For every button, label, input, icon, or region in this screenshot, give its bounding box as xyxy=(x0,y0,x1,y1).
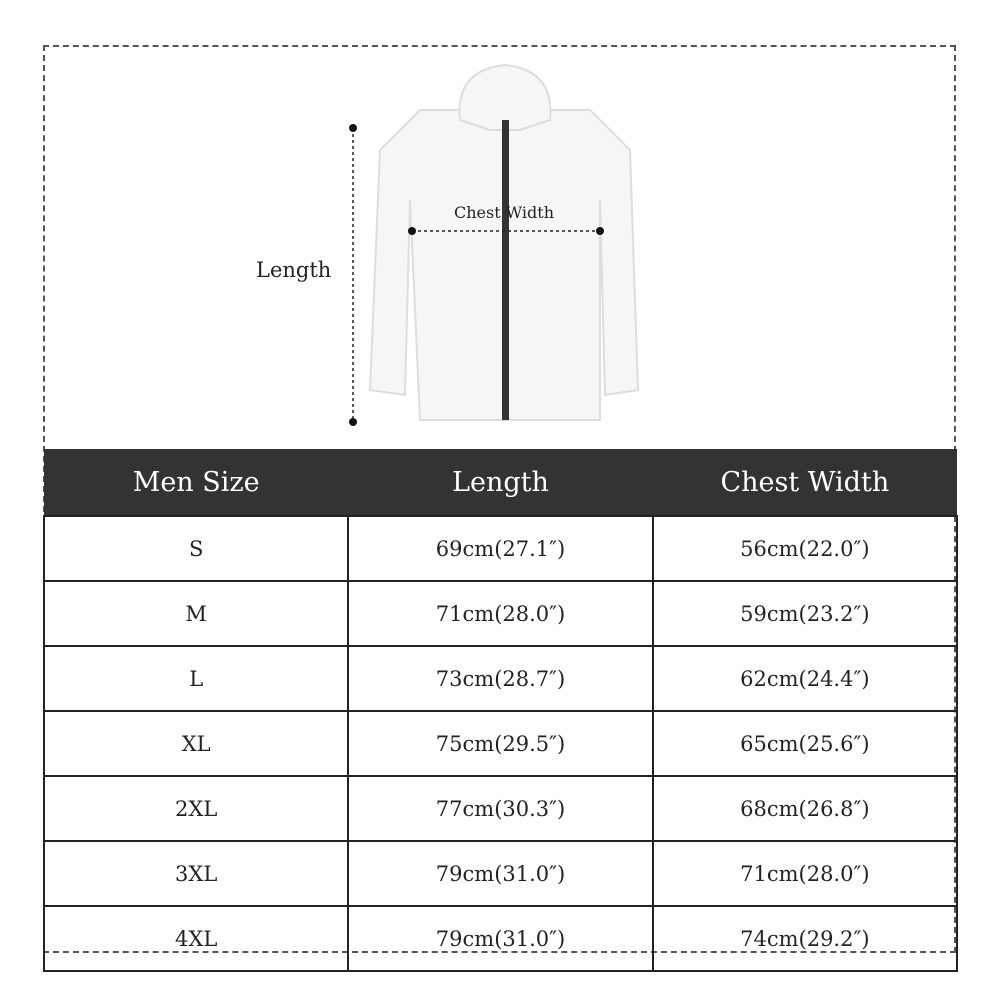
chest-cell: 74cm(29.2″) xyxy=(651,905,959,972)
length-cell: 79cm(31.0″) xyxy=(347,905,654,972)
hoodie-image xyxy=(349,63,640,426)
table-header: Men Size Length Chest Width xyxy=(44,449,957,516)
size-cell: 2XL xyxy=(42,775,350,842)
length-label: Length xyxy=(256,258,332,282)
size-cell: L xyxy=(42,645,350,712)
table-row: 2XL 77cm(30.3″) 68cm(26.8″) xyxy=(42,775,959,842)
length-cell: 75cm(29.5″) xyxy=(347,710,654,777)
chest-cell: 71cm(28.0″) xyxy=(651,840,959,907)
chest-cell: 68cm(26.8″) xyxy=(651,775,959,842)
chest-cell: 59cm(23.2″) xyxy=(651,580,959,647)
table-row: L 73cm(28.7″) 62cm(24.4″) xyxy=(42,645,959,712)
chest-width-label: Chest Width xyxy=(454,203,554,222)
header-chest: Chest Width xyxy=(652,449,957,516)
size-cell: M xyxy=(42,580,350,647)
length-cell: 77cm(30.3″) xyxy=(347,775,654,842)
header-length: Length xyxy=(348,449,653,516)
chest-cell: 56cm(22.0″) xyxy=(651,515,959,582)
size-cell: 4XL xyxy=(42,905,350,972)
table-row: S 69cm(27.1″) 56cm(22.0″) xyxy=(42,515,959,582)
table-row: XL 75cm(29.5″) 65cm(25.6″) xyxy=(42,710,959,777)
length-cell: 73cm(28.7″) xyxy=(347,645,654,712)
length-cell: 69cm(27.1″) xyxy=(347,515,654,582)
length-cell: 71cm(28.0″) xyxy=(347,580,654,647)
length-cell: 79cm(31.0″) xyxy=(347,840,654,907)
size-cell: 3XL xyxy=(42,840,350,907)
chest-cell: 62cm(24.4″) xyxy=(651,645,959,712)
size-cell: S xyxy=(42,515,350,582)
table-row: M 71cm(28.0″) 59cm(23.2″) xyxy=(42,580,959,647)
size-cell: XL xyxy=(42,710,350,777)
header-size: Men Size xyxy=(44,449,349,516)
chest-cell: 65cm(25.6″) xyxy=(651,710,959,777)
table-row: 3XL 79cm(31.0″) 71cm(28.0″) xyxy=(42,840,959,907)
table-row: 4XL 79cm(31.0″) 74cm(29.2″) xyxy=(42,905,959,972)
size-table: Men Size Length Chest Width S 69cm(27.1″)… xyxy=(42,449,959,972)
